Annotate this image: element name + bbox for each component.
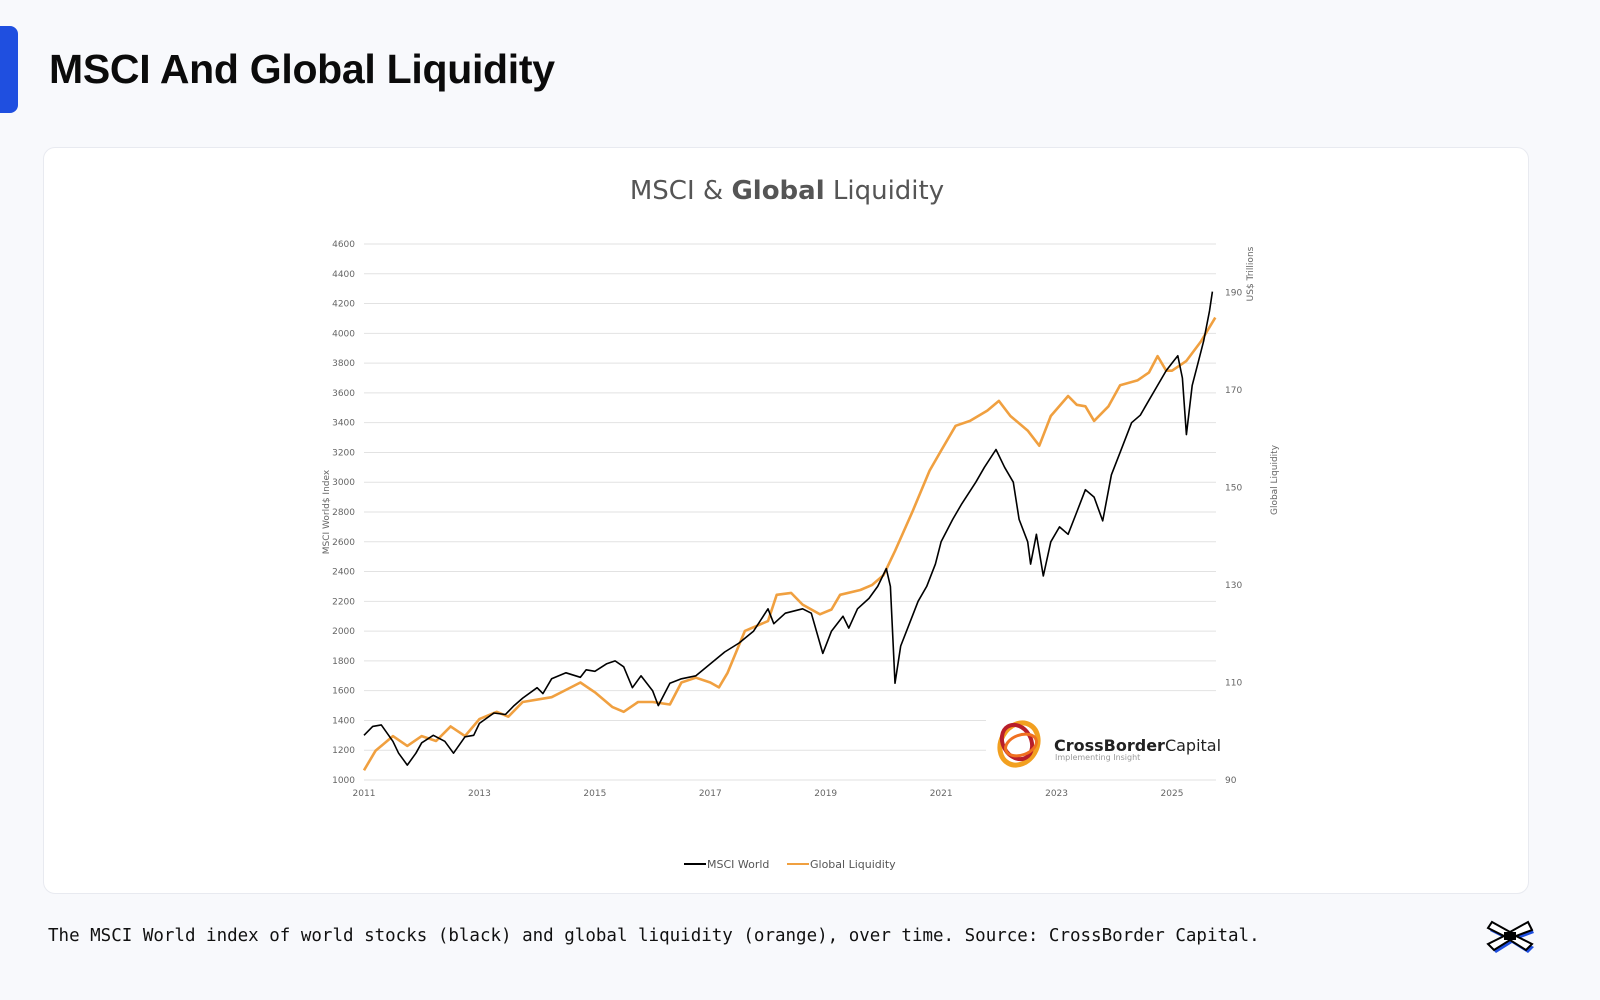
y2-tick-label: 170 [1225, 386, 1242, 396]
y-tick-label: 2600 [332, 538, 355, 548]
page-title: MSCI And Global Liquidity [49, 46, 555, 92]
y2-tick-label: 130 [1225, 581, 1242, 591]
chart-card: MSCI & Global Liquidity 1000 1200 1400 1600… [43, 147, 1529, 894]
x-tick-label: 2013 [468, 789, 491, 799]
y-tick-label: 3000 [332, 478, 355, 488]
y-tick-label: 1000 [332, 776, 355, 786]
y-axis-label: MSCI World$ Index [322, 469, 332, 554]
y2-tick-label: 150 [1225, 484, 1242, 494]
global-liquidity-line [362, 316, 1217, 771]
y-tick-label: 2000 [332, 627, 355, 637]
x-tick-label: 2011 [353, 789, 376, 799]
x-tick-label: 2019 [814, 789, 837, 799]
y2-axis-label: Global Liquidity [1270, 444, 1280, 515]
accent-bar [0, 26, 18, 113]
svg-text:CrossBorderCapital: CrossBorderCapital [1054, 736, 1221, 755]
caption: The MSCI World index of world stocks (bl… [48, 926, 1260, 946]
y-tick-label: 2400 [332, 568, 355, 578]
chart-title: MSCI & Global Liquidity [630, 176, 944, 206]
y-tick-label: 1200 [332, 746, 355, 756]
y-tick-label: 2800 [332, 508, 355, 518]
x-tick-label: 2017 [699, 789, 722, 799]
y-tick-label: 3600 [332, 389, 355, 399]
crossborder-logo: CrossBorderCapital Implementing Insight [989, 716, 1221, 774]
y-tick-label: 3200 [332, 448, 355, 458]
x-tick-label: 2015 [583, 789, 606, 799]
x-tick-label: 2025 [1161, 789, 1184, 799]
legend-global-liquidity: Global Liquidity [810, 858, 896, 871]
y-tick-label: 1800 [332, 657, 355, 667]
y2-tick-label: 110 [1225, 679, 1242, 689]
brand-logo-icon [1486, 920, 1534, 953]
y-tick-label: 1400 [332, 716, 355, 726]
y2-tick-label: 190 [1225, 289, 1242, 299]
y-tick-label: 4000 [332, 329, 355, 339]
svg-text:Implementing Insight: Implementing Insight [1055, 753, 1140, 762]
y-tick-label: 3800 [332, 359, 355, 369]
y-tick-label: 1600 [332, 687, 355, 697]
x-tick-label: 2023 [1045, 789, 1068, 799]
chart: MSCI & Global Liquidity 1000 1200 1400 1600… [322, 176, 1280, 871]
y-tick-label: 3400 [332, 419, 355, 429]
y-tick-label: 4200 [332, 300, 355, 310]
y-tick-label: 4400 [332, 270, 355, 280]
y2-axis-unit: US$ Trillions [1246, 246, 1256, 301]
legend: MSCI World Global Liquidity [684, 858, 896, 871]
x-tick-label: 2021 [930, 789, 953, 799]
msci-world-line [363, 291, 1214, 766]
y-tick-label: 2200 [332, 597, 355, 607]
y-tick-label: 4600 [332, 240, 355, 250]
y2-tick-label: 90 [1225, 776, 1237, 786]
legend-msci-world: MSCI World [707, 858, 769, 871]
